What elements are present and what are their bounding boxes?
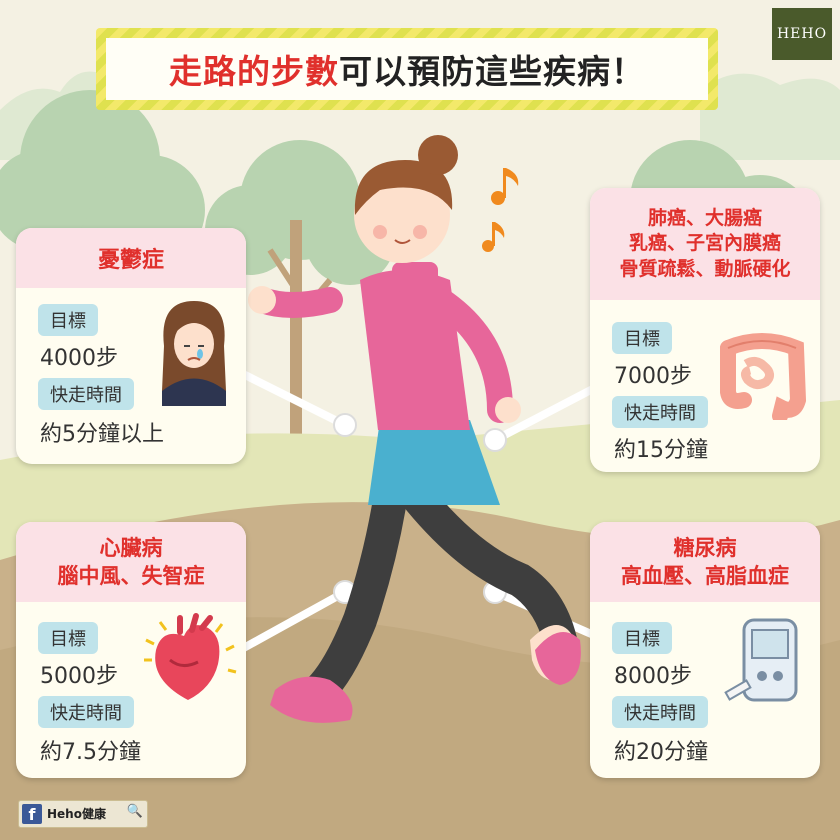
time-value: 約5分鐘以上 xyxy=(40,422,164,447)
time-label: 快走時間 xyxy=(612,396,708,428)
tree-center xyxy=(205,140,395,285)
music-note-icon xyxy=(482,168,519,252)
target-label: 目標 xyxy=(38,304,98,336)
target-label: 目標 xyxy=(612,322,672,354)
title-banner: 走路的步數 可以預防這些疾病！ xyxy=(96,28,718,110)
heart-organ-icon xyxy=(144,613,237,700)
card-diabetes: 糖尿病 高血壓、高脂血症 目標 8000步 快走時間 約20分鐘 xyxy=(590,522,820,778)
card-title: 心臟病 腦中風、失智症 xyxy=(16,522,246,602)
steps-value: 7000步 xyxy=(614,364,692,389)
title-highlight: 走路的步數 xyxy=(169,52,339,91)
target-label: 目標 xyxy=(612,622,672,654)
card-title: 憂鬱症 xyxy=(16,228,246,288)
card-cancer: 肺癌、大腸癌 乳癌、子宮內膜癌 骨質疏鬆、動脈硬化 目標 7000步 快走時間 … xyxy=(590,188,820,472)
facebook-icon: f xyxy=(22,804,42,824)
card-heart: 心臟病 腦中風、失智症 目標 5000步 快走時間 約7.5分鐘 xyxy=(16,522,246,778)
runner-woman xyxy=(248,135,581,723)
time-label: 快走時間 xyxy=(612,696,708,728)
target-label: 目標 xyxy=(38,622,98,654)
page-name: Heho健康 xyxy=(47,807,106,821)
time-label: 快走時間 xyxy=(38,378,134,410)
facebook-page-bar[interactable]: f Heho健康 🔍 xyxy=(18,800,148,828)
title-text: 可以預防這些疾病！ xyxy=(339,52,645,91)
heho-logo: HEHO xyxy=(772,8,832,60)
glucose-meter-icon xyxy=(724,618,798,702)
steps-value: 5000步 xyxy=(40,664,118,689)
time-value: 約20分鐘 xyxy=(614,740,708,765)
card-title: 肺癌、大腸癌 乳癌、子宮內膜癌 骨質疏鬆、動脈硬化 xyxy=(590,188,820,300)
sad-woman-icon xyxy=(162,301,226,406)
card-title: 糖尿病 高血壓、高脂血症 xyxy=(590,522,820,602)
time-value: 約7.5分鐘 xyxy=(40,740,141,765)
steps-value: 4000步 xyxy=(40,346,118,371)
steps-value: 8000步 xyxy=(614,664,692,689)
card-depression: 憂鬱症 目標 4000步 快走時間 約5分鐘以上 xyxy=(16,228,246,464)
search-icon[interactable]: 🔍 xyxy=(126,804,143,819)
intestine-icon xyxy=(720,333,807,420)
time-value: 約15分鐘 xyxy=(614,438,708,463)
time-label: 快走時間 xyxy=(38,696,134,728)
